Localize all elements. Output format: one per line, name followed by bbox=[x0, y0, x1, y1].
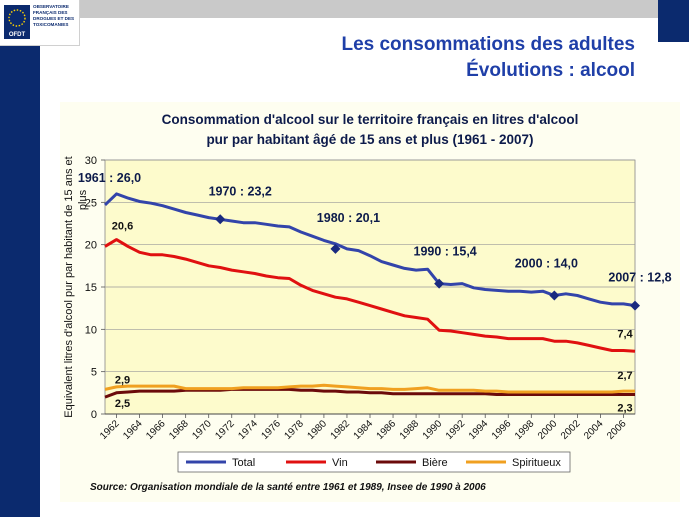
annotation-label: 1980 : 20,1 bbox=[317, 211, 380, 225]
annotation-label: 1970 : 23,2 bbox=[209, 184, 272, 198]
data-marker bbox=[215, 214, 226, 225]
y-tick-label: 20 bbox=[85, 240, 97, 252]
chart-title-line2: pur par habitant âgé de 15 ans et plus (… bbox=[206, 132, 533, 147]
annotation-label: 2000 : 14,0 bbox=[515, 256, 578, 270]
y-axis-label-line1: Equivalent litres d'alcool pur par habit… bbox=[63, 156, 75, 417]
y-tick-label: 0 bbox=[91, 409, 97, 421]
y-tick-label: 15 bbox=[85, 282, 97, 294]
y-axis-label-line2: plus bbox=[77, 189, 89, 210]
y-tick-label: 5 bbox=[91, 367, 97, 379]
data-marker bbox=[330, 243, 341, 254]
value-label: 2,3 bbox=[617, 403, 632, 415]
data-marker bbox=[434, 278, 445, 289]
series-line-vin bbox=[104, 238, 636, 353]
y-tick-label: 25 bbox=[85, 197, 97, 209]
chart-title-line1: Consommation d'alcool sur le territoire … bbox=[162, 112, 579, 127]
y-tick-label: 30 bbox=[85, 155, 97, 167]
annotation-label: 1990 : 15,4 bbox=[414, 245, 477, 259]
legend-label: Bière bbox=[422, 457, 448, 469]
top-right-accent bbox=[658, 0, 689, 42]
bottom-strip bbox=[40, 505, 689, 517]
legend-label: Total bbox=[232, 457, 255, 469]
legend-label: Spiritueux bbox=[512, 457, 561, 469]
alcohol-consumption-chart: Consommation d'alcool sur le territoire … bbox=[60, 102, 680, 502]
annotation-label: 2007 : 12,8 bbox=[608, 271, 671, 285]
slide-title-line1: Les consommations des adultes bbox=[341, 34, 635, 55]
value-label: 2,7 bbox=[617, 370, 632, 382]
value-label: 2,5 bbox=[115, 398, 130, 410]
top-gray-bar bbox=[80, 0, 660, 18]
series-line-bire bbox=[104, 387, 635, 399]
y-tick-label: 10 bbox=[85, 324, 97, 336]
ofdt-logo-icon: OFDT bbox=[4, 5, 30, 39]
logo-mark-text: OFDT bbox=[9, 32, 26, 38]
value-label: 20,6 bbox=[112, 221, 133, 233]
series-line-total bbox=[103, 192, 636, 308]
slide-title-line2: Évolutions : alcool bbox=[466, 60, 635, 81]
left-accent-bar bbox=[0, 46, 40, 517]
legend-label: Vin bbox=[332, 457, 348, 469]
series-line-spiritueux bbox=[104, 383, 635, 394]
logo-org-name: OBSERVATOIRE FRANÇAIS DES DROGUES ET DES… bbox=[33, 4, 75, 27]
value-label: 7,4 bbox=[617, 328, 633, 340]
data-marker bbox=[549, 290, 560, 301]
ofdt-logo: OFDT OBSERVATOIRE FRANÇAIS DES DROGUES E… bbox=[0, 0, 80, 46]
value-label: 2,9 bbox=[115, 374, 130, 386]
annotation-label: 1961 : 26,0 bbox=[78, 171, 141, 185]
legend-box bbox=[177, 451, 571, 473]
source-note: Source: Organisation mondiale de la sant… bbox=[90, 482, 486, 493]
data-marker bbox=[630, 300, 640, 311]
